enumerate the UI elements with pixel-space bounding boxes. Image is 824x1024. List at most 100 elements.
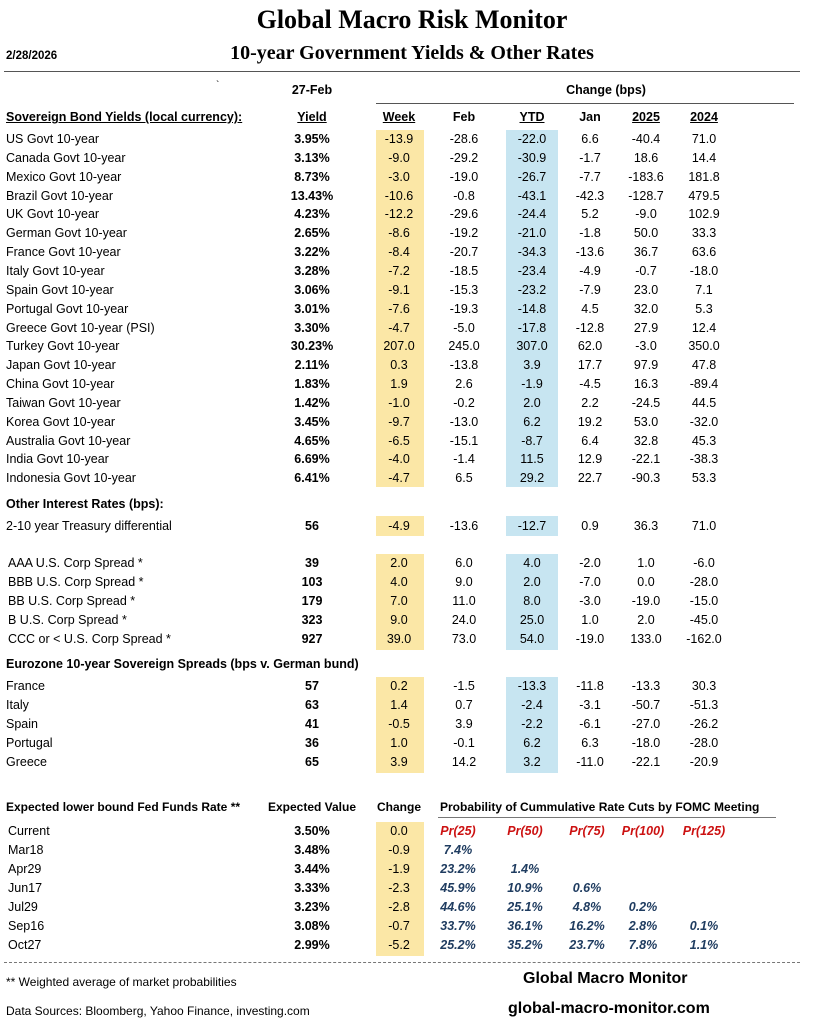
row-label: Mexico Govt 10-year <box>6 169 122 184</box>
row-value: 3.06% <box>294 282 330 297</box>
meeting-label: Jul29 <box>8 900 38 914</box>
jan-change: 22.7 <box>577 471 603 486</box>
jan-change: 6.3 <box>581 736 599 750</box>
jan-change: -7.7 <box>579 169 601 184</box>
row-value: 39 <box>305 556 319 570</box>
y2024-change: 102.9 <box>688 207 720 222</box>
y2025-change: -22.1 <box>631 755 661 769</box>
week-change: 7.0 <box>390 594 408 608</box>
jan-change: -1.8 <box>579 226 601 241</box>
row-value: 3.22% <box>294 245 330 260</box>
table-row: Japan Govt 10-year 2.11% 0.3 -13.8 3.9 17.7 97… <box>0 356 824 375</box>
y2024-change: 45.3 <box>691 433 717 448</box>
week-change: -9.7 <box>388 414 410 429</box>
table-row: Jun17 3.33% -2.3 45.9% 10.9% 0.6% <box>0 879 824 898</box>
y2024-change: -6.0 <box>693 556 715 570</box>
week-change: -10.6 <box>384 188 414 203</box>
jan-change: 19.2 <box>577 414 603 429</box>
row-label: UK Govt 10-year <box>6 207 100 222</box>
eurozone-label: Eurozone 10-year Sovereign Spreads (bps … <box>6 657 359 671</box>
row-label: AAA U.S. Corp Spread * <box>8 556 143 570</box>
page-title: Global Macro Risk Monitor <box>256 5 568 34</box>
row-value: 3.01% <box>294 301 330 316</box>
expected-value: 2.99% <box>294 938 330 952</box>
row-label: CCC or < U.S. Corp Spread * <box>8 632 171 646</box>
feb-change: -0.2 <box>453 395 475 410</box>
feb-change: -0.8 <box>453 188 475 203</box>
row-value: 3.45% <box>294 414 330 429</box>
y2025-change: 18.6 <box>633 150 659 165</box>
ytd-change: 3.9 <box>523 358 541 373</box>
feb-change: 245.0 <box>448 339 480 354</box>
week-change: -13.9 <box>384 132 414 146</box>
table-row: Mar18 3.48% -0.9 7.4% <box>0 841 824 860</box>
ytd-change: -23.2 <box>517 282 547 297</box>
ytd-change: 2.0 <box>523 395 541 410</box>
y2025-change: -27.0 <box>631 717 661 731</box>
ytd-change: -14.8 <box>517 301 547 316</box>
row-label: Portugal Govt 10-year <box>6 301 129 316</box>
ytd-change: -1.9 <box>521 377 543 392</box>
row-label: Taiwan Govt 10-year <box>6 395 121 410</box>
ytd-change: 29.2 <box>519 471 545 486</box>
y2024-change: -89.4 <box>689 377 719 392</box>
ytd-change: -17.8 <box>517 320 547 335</box>
fed-change-header: Change <box>376 800 422 814</box>
row-label: Italy <box>6 698 29 712</box>
feb-change: 2.6 <box>455 377 473 392</box>
table-row: Canada Govt 10-year 3.13% -9.0 -29.2 -30.9 -1… <box>0 149 824 168</box>
jan-change: -12.8 <box>575 320 605 335</box>
cut-probability: 25.1% <box>507 900 543 914</box>
y2025-change: -50.7 <box>631 698 661 712</box>
jan-change: -2.0 <box>579 556 601 570</box>
ytd-change: 8.0 <box>523 594 541 608</box>
cut-probability: 35.2% <box>507 938 543 952</box>
y2024-change: -162.0 <box>686 632 722 646</box>
row-value: 56 <box>305 519 319 533</box>
table-row: UK Govt 10-year 4.23% -12.2 -29.6 -24.4 5.2 -9… <box>0 205 824 224</box>
y2025-change: 36.3 <box>633 519 659 533</box>
change-header-rule <box>376 103 794 104</box>
row-value: 3.28% <box>294 263 330 278</box>
feb-change: -15.3 <box>449 282 479 297</box>
ytd-change: -8.7 <box>521 433 543 448</box>
meeting-label: Current <box>8 824 50 838</box>
cut-probability: 36.1% <box>507 919 543 933</box>
row-value: 3.13% <box>294 150 330 165</box>
y2025-change: 0.0 <box>637 575 655 589</box>
ytd-change: -43.1 <box>517 188 547 203</box>
feb-change: -0.1 <box>453 736 475 750</box>
table-row: 2-10 year Treasury differential 56 -4.9 -13… <box>0 517 824 536</box>
jan-change: 2.2 <box>581 395 599 410</box>
row-value: 4.23% <box>294 207 330 222</box>
cut-probability: 4.8% <box>572 900 602 914</box>
cut-probability: 7.8% <box>628 938 658 952</box>
ytd-change: 307.0 <box>516 339 548 354</box>
table-row: Taiwan Govt 10-year 1.42% -1.0 -0.2 2.0 2.2 -2… <box>0 394 824 413</box>
week-change: -6.5 <box>388 433 410 448</box>
y2024-change: -15.0 <box>689 594 719 608</box>
table-row: Indonesia Govt 10-year 6.41% -4.7 6.5 29.2 22… <box>0 469 824 488</box>
fed-change: -1.9 <box>388 862 410 876</box>
y2024-change: 5.3 <box>695 301 713 316</box>
y2025-change: 53.0 <box>633 414 659 429</box>
cut-probability: 1.4% <box>510 862 540 876</box>
week-change: 3.9 <box>390 755 408 769</box>
feb-change: -18.5 <box>449 263 479 278</box>
row-label: Korea Govt 10-year <box>6 414 116 429</box>
row-label: 2-10 year Treasury differential <box>6 519 172 533</box>
fed-change: -2.8 <box>388 900 410 914</box>
ytd-change: 4.0 <box>523 556 541 570</box>
row-value: 36 <box>305 736 319 750</box>
ytd-header: YTD <box>519 110 545 124</box>
y2025-change: -22.1 <box>631 452 661 467</box>
table-row: Current 3.50% 0.0 Pr(25) Pr(50) Pr(75) Pr(100)… <box>0 822 824 841</box>
other-rates-label: Other Interest Rates (bps): <box>6 497 164 511</box>
y2025-change: 97.9 <box>633 358 659 373</box>
week-change: 39.0 <box>386 632 412 646</box>
row-label: China Govt 10-year <box>6 377 115 392</box>
jan-change: -7.0 <box>579 575 601 589</box>
table-row: Greece Govt 10-year (PSI) 3.30% -4.7 -5.0 -1… <box>0 319 824 338</box>
probability-header-label: Pr(100) <box>621 824 665 838</box>
y2024-change: -20.9 <box>689 755 719 769</box>
